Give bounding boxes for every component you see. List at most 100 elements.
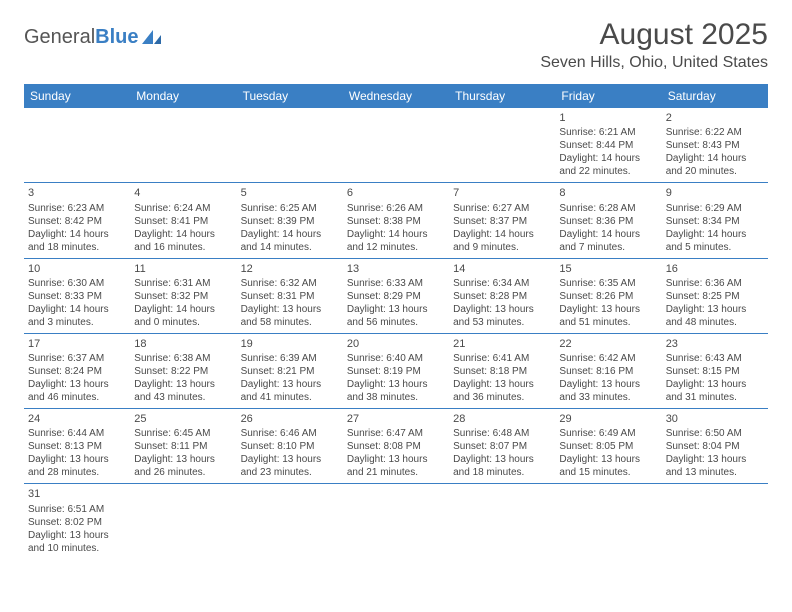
day-number: 8: [559, 186, 657, 200]
daylight-text: Daylight: 14 hours and 3 minutes.: [28, 303, 126, 329]
daylight-text: Daylight: 13 hours and 41 minutes.: [241, 378, 339, 404]
sunrise-text: Sunrise: 6:36 AM: [666, 277, 764, 290]
calendar-day-cell: 1Sunrise: 6:21 AMSunset: 8:44 PMDaylight…: [555, 108, 661, 183]
sunset-text: Sunset: 8:21 PM: [241, 365, 339, 378]
calendar-week-row: 1Sunrise: 6:21 AMSunset: 8:44 PMDaylight…: [24, 108, 768, 183]
day-number: 3: [28, 186, 126, 200]
sunrise-text: Sunrise: 6:22 AM: [666, 126, 764, 139]
calendar-day-cell: 26Sunrise: 6:46 AMSunset: 8:10 PMDayligh…: [237, 409, 343, 484]
day-number: 20: [347, 337, 445, 351]
daylight-text: Daylight: 13 hours and 38 minutes.: [347, 378, 445, 404]
calendar-day-cell: 14Sunrise: 6:34 AMSunset: 8:28 PMDayligh…: [449, 258, 555, 333]
calendar-day-cell: 6Sunrise: 6:26 AMSunset: 8:38 PMDaylight…: [343, 183, 449, 258]
calendar-day-cell: [130, 484, 236, 559]
sunset-text: Sunset: 8:28 PM: [453, 290, 551, 303]
calendar-day-cell: [237, 108, 343, 183]
calendar-day-cell: 9Sunrise: 6:29 AMSunset: 8:34 PMDaylight…: [662, 183, 768, 258]
logo-text-blue: Blue: [95, 26, 138, 49]
daylight-text: Daylight: 14 hours and 20 minutes.: [666, 152, 764, 178]
daylight-text: Daylight: 13 hours and 43 minutes.: [134, 378, 232, 404]
sunrise-text: Sunrise: 6:38 AM: [134, 352, 232, 365]
page-header: General Blue August 2025 Seven Hills, Oh…: [24, 18, 768, 72]
calendar-day-cell: 19Sunrise: 6:39 AMSunset: 8:21 PMDayligh…: [237, 333, 343, 408]
sunset-text: Sunset: 8:22 PM: [134, 365, 232, 378]
daylight-text: Daylight: 13 hours and 23 minutes.: [241, 453, 339, 479]
day-number: 29: [559, 412, 657, 426]
sunset-text: Sunset: 8:10 PM: [241, 440, 339, 453]
sunset-text: Sunset: 8:38 PM: [347, 215, 445, 228]
daylight-text: Daylight: 14 hours and 0 minutes.: [134, 303, 232, 329]
daylight-text: Daylight: 13 hours and 51 minutes.: [559, 303, 657, 329]
sunrise-text: Sunrise: 6:47 AM: [347, 427, 445, 440]
calendar-day-cell: [24, 108, 130, 183]
day-number: 1: [559, 111, 657, 125]
sunrise-text: Sunrise: 6:32 AM: [241, 277, 339, 290]
sunrise-text: Sunrise: 6:44 AM: [28, 427, 126, 440]
calendar-day-cell: 30Sunrise: 6:50 AMSunset: 8:04 PMDayligh…: [662, 409, 768, 484]
calendar-day-cell: 7Sunrise: 6:27 AMSunset: 8:37 PMDaylight…: [449, 183, 555, 258]
calendar-day-cell: 8Sunrise: 6:28 AMSunset: 8:36 PMDaylight…: [555, 183, 661, 258]
daylight-text: Daylight: 13 hours and 10 minutes.: [28, 529, 126, 555]
calendar-week-row: 3Sunrise: 6:23 AMSunset: 8:42 PMDaylight…: [24, 183, 768, 258]
sunrise-text: Sunrise: 6:29 AM: [666, 202, 764, 215]
day-number: 25: [134, 412, 232, 426]
daylight-text: Daylight: 13 hours and 53 minutes.: [453, 303, 551, 329]
calendar-day-cell: 20Sunrise: 6:40 AMSunset: 8:19 PMDayligh…: [343, 333, 449, 408]
day-number: 26: [241, 412, 339, 426]
day-header: Sunday: [24, 84, 130, 108]
daylight-text: Daylight: 13 hours and 36 minutes.: [453, 378, 551, 404]
sunset-text: Sunset: 8:11 PM: [134, 440, 232, 453]
day-number: 24: [28, 412, 126, 426]
daylight-text: Daylight: 13 hours and 13 minutes.: [666, 453, 764, 479]
day-header: Wednesday: [343, 84, 449, 108]
calendar-day-cell: [130, 108, 236, 183]
sunset-text: Sunset: 8:37 PM: [453, 215, 551, 228]
calendar-day-cell: 25Sunrise: 6:45 AMSunset: 8:11 PMDayligh…: [130, 409, 236, 484]
sunrise-text: Sunrise: 6:34 AM: [453, 277, 551, 290]
day-number: 18: [134, 337, 232, 351]
sunrise-text: Sunrise: 6:28 AM: [559, 202, 657, 215]
day-header: Friday: [555, 84, 661, 108]
day-number: 23: [666, 337, 764, 351]
day-header: Tuesday: [237, 84, 343, 108]
day-number: 6: [347, 186, 445, 200]
logo: General Blue: [24, 26, 163, 49]
day-number: 27: [347, 412, 445, 426]
sunset-text: Sunset: 8:15 PM: [666, 365, 764, 378]
daylight-text: Daylight: 13 hours and 33 minutes.: [559, 378, 657, 404]
daylight-text: Daylight: 13 hours and 58 minutes.: [241, 303, 339, 329]
day-number: 19: [241, 337, 339, 351]
sunset-text: Sunset: 8:34 PM: [666, 215, 764, 228]
calendar-day-cell: 13Sunrise: 6:33 AMSunset: 8:29 PMDayligh…: [343, 258, 449, 333]
sunrise-text: Sunrise: 6:30 AM: [28, 277, 126, 290]
daylight-text: Daylight: 13 hours and 18 minutes.: [453, 453, 551, 479]
sunrise-text: Sunrise: 6:31 AM: [134, 277, 232, 290]
sunset-text: Sunset: 8:43 PM: [666, 139, 764, 152]
daylight-text: Daylight: 13 hours and 46 minutes.: [28, 378, 126, 404]
sunrise-text: Sunrise: 6:33 AM: [347, 277, 445, 290]
calendar-day-cell: [343, 484, 449, 559]
day-number: 11: [134, 262, 232, 276]
calendar-body: 1Sunrise: 6:21 AMSunset: 8:44 PMDaylight…: [24, 108, 768, 559]
daylight-text: Daylight: 13 hours and 26 minutes.: [134, 453, 232, 479]
day-number: 15: [559, 262, 657, 276]
sunset-text: Sunset: 8:04 PM: [666, 440, 764, 453]
calendar-day-cell: 17Sunrise: 6:37 AMSunset: 8:24 PMDayligh…: [24, 333, 130, 408]
sunrise-text: Sunrise: 6:24 AM: [134, 202, 232, 215]
calendar-day-cell: 29Sunrise: 6:49 AMSunset: 8:05 PMDayligh…: [555, 409, 661, 484]
daylight-text: Daylight: 14 hours and 5 minutes.: [666, 228, 764, 254]
sunrise-text: Sunrise: 6:37 AM: [28, 352, 126, 365]
sunrise-text: Sunrise: 6:42 AM: [559, 352, 657, 365]
sunset-text: Sunset: 8:32 PM: [134, 290, 232, 303]
calendar-day-cell: 3Sunrise: 6:23 AMSunset: 8:42 PMDaylight…: [24, 183, 130, 258]
calendar-day-cell: [343, 108, 449, 183]
calendar-week-row: 31Sunrise: 6:51 AMSunset: 8:02 PMDayligh…: [24, 484, 768, 559]
sunset-text: Sunset: 8:42 PM: [28, 215, 126, 228]
logo-text-general: General: [24, 26, 95, 49]
sunrise-text: Sunrise: 6:35 AM: [559, 277, 657, 290]
calendar-day-cell: 21Sunrise: 6:41 AMSunset: 8:18 PMDayligh…: [449, 333, 555, 408]
calendar-day-cell: 24Sunrise: 6:44 AMSunset: 8:13 PMDayligh…: [24, 409, 130, 484]
location-subtitle: Seven Hills, Ohio, United States: [540, 54, 768, 72]
sunrise-text: Sunrise: 6:46 AM: [241, 427, 339, 440]
calendar-day-cell: 23Sunrise: 6:43 AMSunset: 8:15 PMDayligh…: [662, 333, 768, 408]
